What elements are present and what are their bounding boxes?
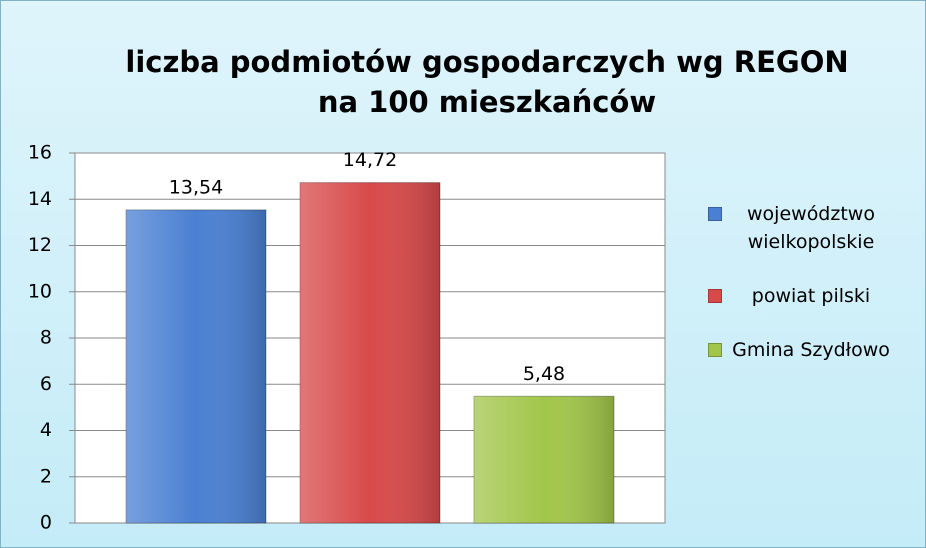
y-tick-label: 16 [28, 142, 52, 164]
legend-swatch [708, 343, 722, 357]
legend-swatch [708, 207, 722, 221]
y-tick-label: 2 [40, 465, 52, 487]
value-label: 13,54 [169, 176, 223, 198]
legend: województwo wielkopolskie powiat pilski Gm… [708, 200, 918, 390]
value-label: 5,48 [523, 363, 565, 385]
y-tick-label: 0 [40, 512, 52, 534]
chart-title: na 100 mieszkańców [318, 85, 656, 119]
legend-label: Gmina Szydłowo [732, 339, 890, 361]
legend-swatch [708, 289, 722, 303]
y-tick-label: 14 [28, 188, 52, 210]
bar-shine [126, 209, 266, 523]
legend-entry: województwo wielkopolskie [708, 200, 918, 256]
legend-label: powiat pilski [751, 285, 871, 307]
y-tick-label: 4 [40, 419, 52, 441]
legend-label: województwo wielkopolskie [747, 203, 875, 253]
bar-shine [300, 182, 440, 523]
y-tick-label: 12 [28, 234, 52, 256]
y-tick-label: 6 [40, 373, 52, 395]
legend-entry: Gmina Szydłowo [708, 336, 918, 364]
y-tick-label: 8 [40, 327, 52, 349]
value-label: 14,72 [343, 149, 397, 171]
legend-entry: powiat pilski [708, 282, 918, 310]
bar-shine [474, 396, 614, 523]
chart-title: liczba podmiotów gospodarczych wg REGON [125, 45, 848, 79]
y-tick-label: 10 [28, 280, 52, 302]
